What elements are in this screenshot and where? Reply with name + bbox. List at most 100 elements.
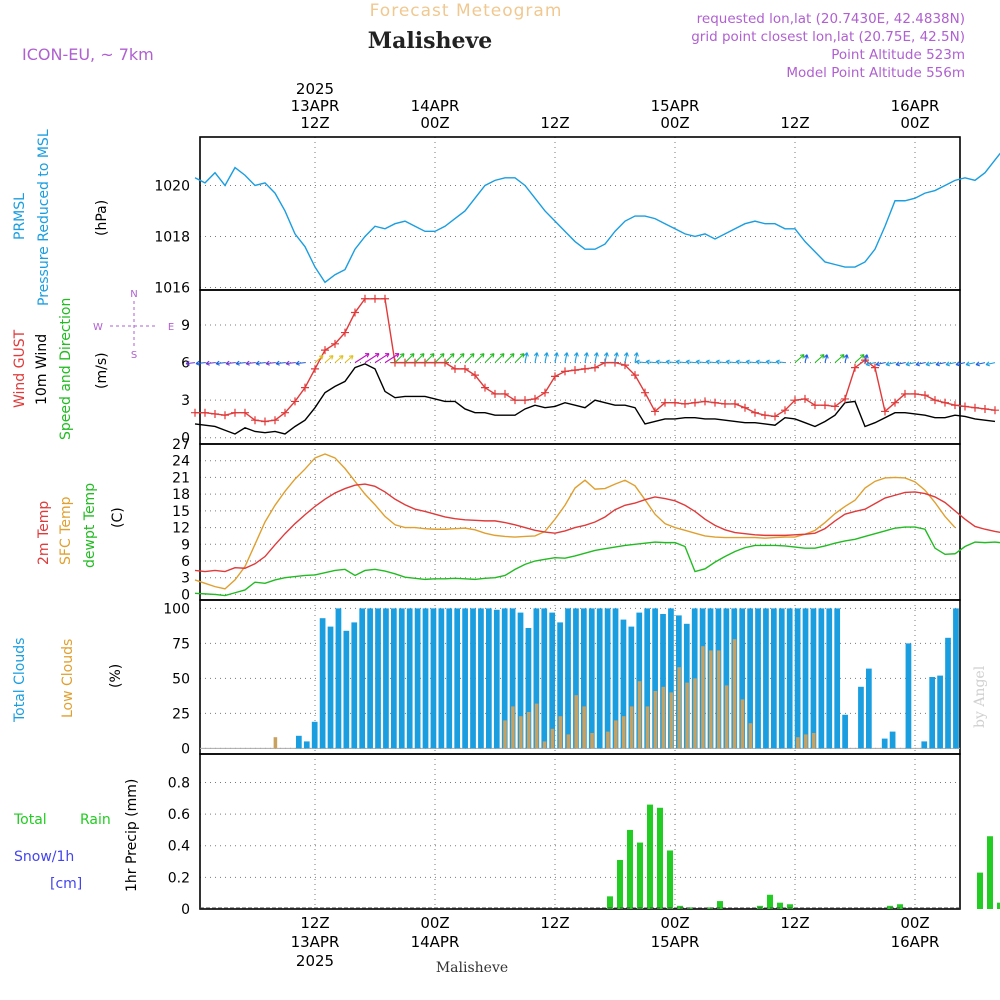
wind-direction-arrow [195, 362, 206, 365]
bottom-time-label: 2025 [296, 952, 334, 970]
location-title: Malisheve [368, 28, 492, 54]
low-cloud-bar [574, 695, 579, 749]
y-tick-label: 50 [172, 671, 190, 687]
bottom-time-label: 13APR [291, 933, 340, 951]
rain-bar [717, 901, 723, 909]
total-cloud-bar [398, 608, 405, 749]
wind-arrow-head [439, 353, 445, 358]
temp-panel-labels: 2m Temp SFC Temp dewpt Temp (C) [36, 483, 126, 568]
wind-direction-arrow [364, 353, 380, 364]
total-cloud-bar [604, 608, 611, 749]
low-cloud-bar [669, 692, 674, 749]
wind-direction-arrow [354, 353, 370, 364]
wind-direction-arrow [614, 352, 618, 363]
wind-direction-arrow [394, 353, 405, 364]
y-tick-label: 24 [172, 454, 190, 470]
temp-unit: (C) [110, 507, 126, 528]
wind-arrow-head [384, 353, 390, 358]
total-cloud-bar [319, 618, 326, 749]
total-cloud-bar [755, 608, 761, 749]
rain-bar [977, 872, 983, 909]
total-cloud-bar [493, 609, 500, 749]
info-model-altitude: Model Point Altitude 556m [786, 65, 965, 81]
total-cloud-bar [335, 608, 342, 749]
gust-marker [501, 389, 509, 398]
y-tick-label: 18 [172, 487, 190, 503]
wind-arrow-head [885, 361, 890, 367]
wind-arrow-head [859, 354, 865, 359]
bottom-time-label: 15APR [651, 933, 700, 951]
gust-marker [861, 356, 869, 365]
gust-marker [761, 411, 769, 420]
top-time-label: 14APR [411, 97, 460, 115]
clouds-label-total: Total Clouds [12, 638, 28, 723]
wind-direction-arrow [584, 352, 588, 363]
wind-arrow-head [553, 352, 559, 357]
pressure-label-1: PRMSL [12, 193, 28, 240]
wind-direction-arrow [985, 362, 996, 366]
low-cloud-bar [653, 691, 658, 749]
wind-arrow-head [533, 352, 539, 357]
low-cloud-bar [582, 706, 586, 749]
low-cloud-bar [542, 741, 547, 749]
wind-direction-arrow [444, 353, 455, 364]
wind-arrow-head [823, 354, 829, 359]
wind-arrow-head [819, 354, 825, 359]
y-tick-label: 3 [181, 571, 190, 587]
wind-direction-arrow [665, 361, 676, 364]
rain-bar [647, 804, 653, 909]
total-cloud-bar [747, 608, 753, 749]
wind-arrow-head [338, 355, 344, 360]
gust-marker [421, 358, 429, 367]
total-cloud-bar [668, 608, 674, 749]
gust-marker [521, 396, 529, 405]
low-cloud-bar [614, 720, 618, 749]
gust-marker [841, 394, 849, 403]
bottom-time-label: 16APR [891, 933, 940, 951]
model-label: ICON-EU, ~ 7km [22, 45, 154, 64]
y-tick-label: 15 [172, 504, 190, 520]
wind-direction-arrow [285, 362, 296, 365]
sfc-temp-line [194, 453, 956, 590]
gust-marker [211, 409, 219, 418]
wind-arrow-head [374, 353, 380, 358]
total-cloud-bar [391, 608, 397, 749]
wind-direction-arrow [205, 362, 216, 365]
y-tick-label: 0.8 [168, 775, 190, 791]
wind-direction-arrow [185, 362, 196, 365]
y-tick-label: 1016 [154, 280, 190, 296]
precip-unit: 1hr Precip (mm) [124, 779, 140, 892]
wind-arrow-head [489, 353, 495, 358]
top-time-label: 00Z [660, 114, 689, 132]
wind-direction-arrow [735, 361, 746, 364]
wind-direction-arrow [295, 362, 306, 365]
wind-direction-arrow [695, 361, 706, 364]
wind-arrow-head [775, 359, 780, 365]
low-cloud-bar [724, 685, 729, 749]
wind-direction-arrow [864, 354, 868, 363]
wind-direction-arrow [534, 352, 538, 363]
wind-direction-arrow [374, 353, 390, 364]
gust-marker [661, 398, 669, 407]
rain-bar [607, 896, 613, 909]
y-tick-label: 21 [172, 470, 190, 486]
wind-arrow-head [449, 353, 455, 358]
low-cloud-bar [716, 650, 721, 749]
wind-arrow-head [725, 359, 730, 365]
wind-arrow-head [479, 353, 485, 358]
bottom-time-label: 00Z [420, 914, 449, 932]
gust-marker [681, 399, 689, 408]
y-tick-label: 3 [181, 393, 190, 409]
wind-arrow-head [295, 360, 300, 366]
wind-direction-arrow [945, 362, 956, 366]
wind-arrow-head [865, 361, 870, 367]
low-cloud-bar [606, 731, 610, 749]
pressure-panel-labels: PRMSL Pressure Reduced to MSL (hPa) [12, 129, 110, 306]
total-cloud-bar [422, 608, 429, 749]
wind-arrow-head [975, 361, 980, 367]
wind-arrow-head [863, 354, 869, 359]
gust-marker [481, 383, 489, 392]
y-tick-label: 75 [172, 636, 190, 652]
wind-compass: N S W E [93, 289, 174, 361]
wind-arrow-head [925, 361, 930, 367]
